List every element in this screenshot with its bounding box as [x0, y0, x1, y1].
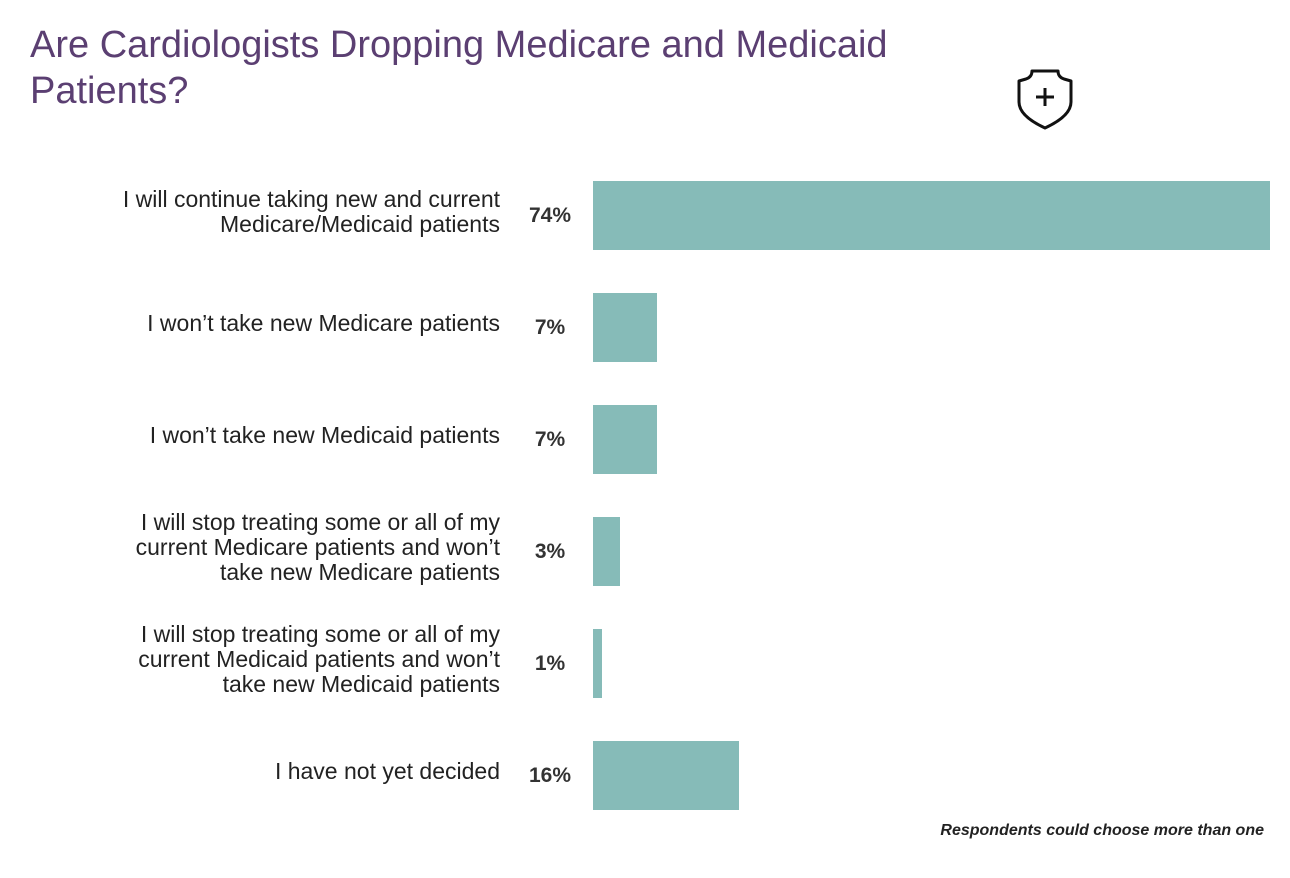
data-label: 7%: [534, 315, 566, 339]
bar: [593, 181, 1270, 250]
data-label: 1%: [534, 651, 566, 675]
data-label: 74%: [528, 203, 572, 227]
category-label: I won’t take new Medicare patients: [147, 310, 500, 336]
bar: [593, 405, 658, 474]
category-label: I will stop treating some or all of my cu…: [138, 621, 500, 697]
data-label: 3%: [534, 539, 566, 563]
footnote: Respondents could choose more than one: [940, 822, 1264, 839]
category-label: I have not yet decided: [274, 758, 500, 784]
bar: [593, 741, 740, 810]
data-label: 7%: [534, 427, 566, 451]
category-label: I won’t take new Medicaid patients: [149, 422, 500, 448]
category-label: I will continue taking new and current Me…: [122, 185, 500, 237]
chart-title: Are Cardiologists Dropping Medicare and …: [30, 24, 888, 112]
bar: [593, 629, 603, 698]
bar: [593, 293, 658, 362]
data-label: 16%: [528, 763, 572, 787]
bar: [593, 517, 621, 586]
shield-plus-icon: [1017, 69, 1073, 130]
category-label: I will stop treating some or all of my cu…: [135, 509, 500, 585]
